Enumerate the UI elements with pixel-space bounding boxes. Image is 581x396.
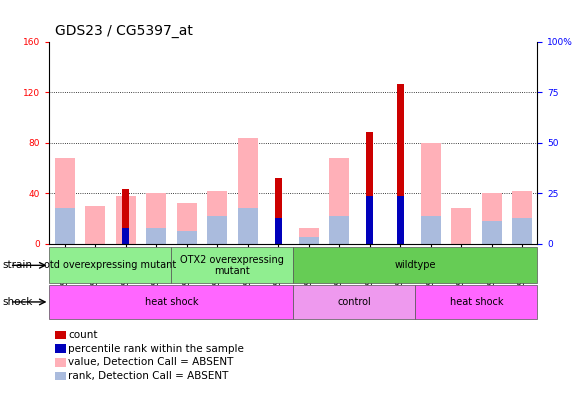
Bar	[146, 193, 166, 244]
Bar	[397, 196, 404, 244]
Bar	[421, 143, 440, 244]
Bar	[49, 285, 293, 319]
Text: heat shock: heat shock	[450, 297, 503, 307]
Bar	[49, 248, 171, 283]
Text: wildtype: wildtype	[394, 260, 436, 270]
Text: count: count	[68, 330, 98, 340]
Bar	[207, 216, 227, 244]
Bar	[293, 248, 537, 283]
Text: shock: shock	[3, 297, 33, 307]
Text: GDS23 / CG5397_at: GDS23 / CG5397_at	[55, 24, 193, 38]
Bar	[238, 208, 257, 244]
Bar	[482, 193, 501, 244]
Bar	[366, 132, 373, 244]
Text: value, Detection Call = ABSENT: value, Detection Call = ABSENT	[68, 357, 234, 367]
Bar	[85, 206, 105, 244]
Bar	[415, 285, 537, 319]
Bar	[275, 218, 282, 244]
Bar	[177, 231, 196, 244]
Bar	[512, 218, 532, 244]
Bar	[329, 158, 349, 244]
Bar	[512, 190, 532, 244]
Bar	[238, 137, 257, 244]
Bar	[275, 178, 282, 244]
Text: percentile rank within the sample: percentile rank within the sample	[68, 344, 244, 354]
Bar	[293, 285, 415, 319]
Text: strain: strain	[3, 260, 33, 270]
Bar	[55, 158, 74, 244]
Bar	[122, 189, 129, 244]
Bar	[482, 221, 501, 244]
Bar	[207, 190, 227, 244]
Bar	[421, 216, 440, 244]
Text: otd overexpressing mutant: otd overexpressing mutant	[44, 260, 177, 270]
Text: OTX2 overexpressing
mutant: OTX2 overexpressing mutant	[181, 255, 284, 276]
Bar	[329, 216, 349, 244]
Bar	[146, 228, 166, 244]
Text: heat shock: heat shock	[145, 297, 198, 307]
Bar	[116, 196, 135, 244]
Text: rank, Detection Call = ABSENT: rank, Detection Call = ABSENT	[68, 371, 228, 381]
Bar	[397, 84, 404, 244]
Text: control: control	[338, 297, 371, 307]
Bar	[55, 208, 74, 244]
Bar	[451, 208, 471, 244]
Bar	[171, 248, 293, 283]
Bar	[366, 196, 373, 244]
Bar	[177, 203, 196, 244]
Bar	[299, 228, 318, 244]
Bar	[299, 237, 318, 244]
Bar	[122, 228, 129, 244]
